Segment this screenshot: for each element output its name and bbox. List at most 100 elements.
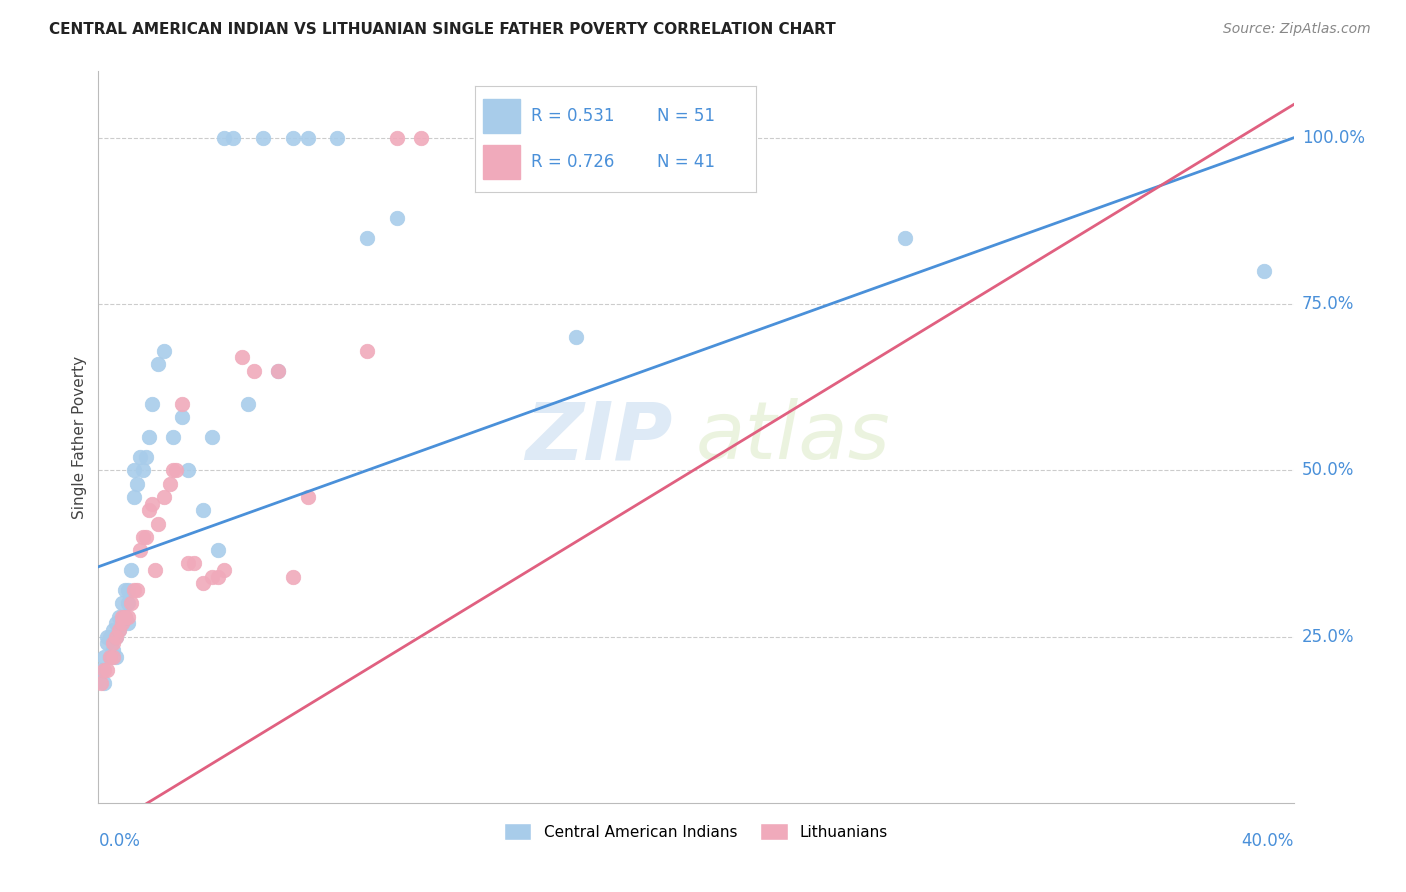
Point [132, 530, 155, 544]
Point [565, 330, 588, 344]
Point [385, 211, 409, 225]
Point [138, 430, 160, 444]
Point [93, 663, 115, 677]
Text: ZIP: ZIP [524, 398, 672, 476]
Text: Source: ZipAtlas.com: Source: ZipAtlas.com [1223, 22, 1371, 37]
Point [148, 357, 170, 371]
Point [201, 570, 224, 584]
Point [111, 616, 134, 631]
Point [98, 630, 122, 644]
Point [894, 230, 917, 244]
Point [117, 582, 139, 597]
Point [148, 516, 170, 531]
Point [267, 363, 290, 377]
Point [356, 230, 378, 244]
Point [124, 490, 146, 504]
Point [124, 463, 146, 477]
Point [103, 649, 125, 664]
Point [231, 351, 253, 365]
Point [96, 636, 118, 650]
Point [236, 397, 259, 411]
Point [114, 582, 136, 597]
Point [159, 476, 181, 491]
Text: 50.0%: 50.0% [1302, 461, 1354, 479]
Point [90, 663, 112, 677]
Point [201, 430, 224, 444]
Point [153, 490, 176, 504]
Text: 25.0%: 25.0% [1302, 628, 1354, 646]
Point [111, 616, 134, 631]
Text: 0.0%: 0.0% [98, 832, 141, 850]
Text: CENTRAL AMERICAN INDIAN VS LITHUANIAN SINGLE FATHER POVERTY CORRELATION CHART: CENTRAL AMERICAN INDIAN VS LITHUANIAN SI… [49, 22, 837, 37]
Point [183, 557, 205, 571]
Point [120, 563, 142, 577]
Point [165, 463, 187, 477]
Point [191, 503, 214, 517]
Point [105, 649, 128, 664]
Point [177, 463, 200, 477]
Point [356, 343, 378, 358]
Legend: Central American Indians, Lithuanians: Central American Indians, Lithuanians [498, 816, 894, 847]
Point [132, 463, 155, 477]
Point [172, 397, 194, 411]
Point [135, 450, 157, 464]
Point [124, 582, 146, 597]
Point [252, 131, 274, 145]
Point [207, 543, 229, 558]
Text: atlas: atlas [696, 398, 891, 476]
Point [135, 530, 157, 544]
Point [117, 616, 139, 631]
Y-axis label: Single Father Poverty: Single Father Poverty [72, 356, 87, 518]
Point [103, 623, 125, 637]
Point [141, 397, 163, 411]
Point [111, 609, 134, 624]
Point [162, 463, 184, 477]
Point [98, 649, 122, 664]
Point [141, 497, 163, 511]
Point [207, 570, 229, 584]
Point [105, 616, 128, 631]
Point [114, 609, 136, 624]
Point [103, 643, 125, 657]
Point [138, 503, 160, 517]
Point [281, 570, 304, 584]
Point [108, 623, 131, 637]
Point [143, 563, 166, 577]
Point [108, 623, 131, 637]
Point [127, 476, 149, 491]
Point [117, 596, 139, 610]
Point [172, 410, 194, 425]
Point [96, 663, 118, 677]
Point [243, 363, 266, 377]
Point [108, 609, 131, 624]
Point [297, 490, 319, 504]
Point [120, 596, 142, 610]
Point [105, 630, 128, 644]
Text: 75.0%: 75.0% [1302, 295, 1354, 313]
Point [105, 630, 128, 644]
Point [93, 676, 115, 690]
Text: 40.0%: 40.0% [1241, 832, 1294, 850]
Point [191, 576, 214, 591]
Point [385, 131, 409, 145]
Point [297, 131, 319, 145]
Text: 100.0%: 100.0% [1302, 128, 1365, 147]
Point [90, 676, 112, 690]
Point [411, 131, 433, 145]
Point [177, 557, 200, 571]
Point [98, 649, 122, 664]
Point [267, 363, 290, 377]
Point [127, 582, 149, 597]
Point [222, 131, 245, 145]
Point [153, 343, 176, 358]
Point [1253, 264, 1275, 278]
Point [212, 563, 235, 577]
Point [129, 543, 152, 558]
Point [96, 630, 118, 644]
Point [326, 131, 349, 145]
Point [212, 131, 235, 145]
Point [281, 131, 304, 145]
Point [129, 450, 152, 464]
Point [162, 430, 184, 444]
Point [111, 596, 134, 610]
